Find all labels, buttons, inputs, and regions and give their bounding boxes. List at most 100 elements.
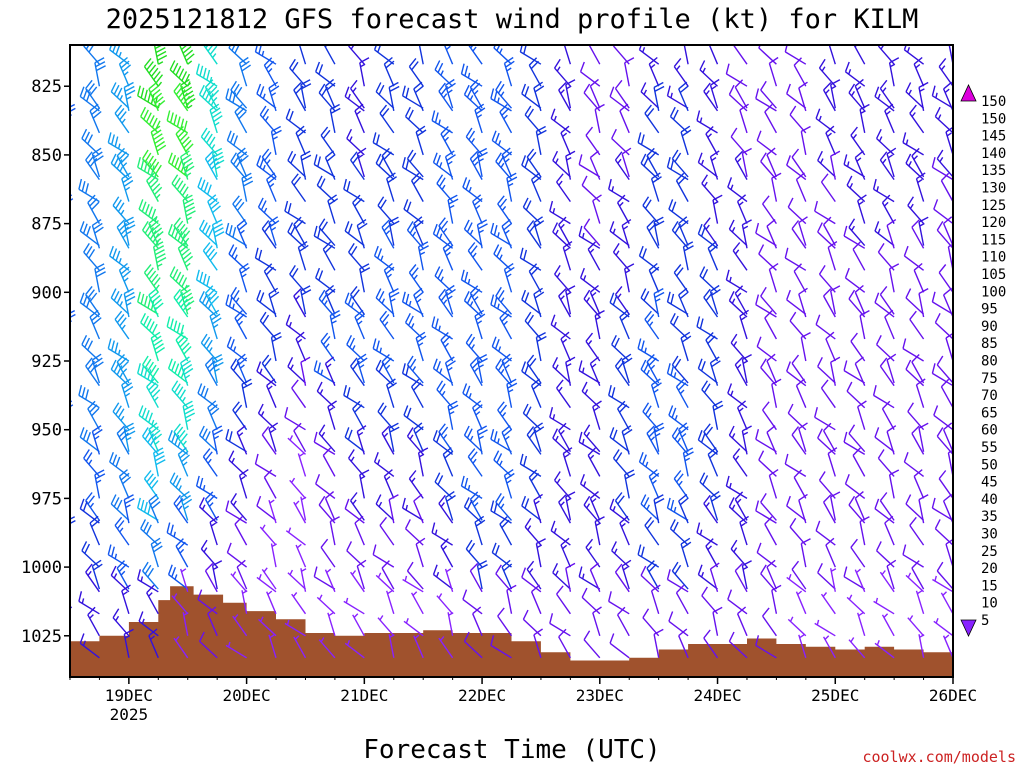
- barb-feather: [683, 241, 694, 248]
- barb-half-feather: [818, 115, 822, 122]
- barb-half-feather: [440, 70, 444, 76]
- wind-barb: [579, 473, 601, 499]
- wind-barb: [327, 400, 337, 430]
- barb-shaft: [879, 365, 895, 387]
- wind-barb: [798, 216, 808, 246]
- barb-feather: [477, 429, 488, 436]
- barb-half-feather: [82, 640, 86, 646]
- wind-barb: [118, 469, 132, 499]
- barb-feather: [79, 427, 85, 438]
- barb-feather: [905, 82, 912, 93]
- barb-half-feather: [478, 229, 484, 234]
- wind-barb: [463, 497, 483, 524]
- barb-feather: [178, 223, 186, 233]
- barb-feather: [287, 222, 294, 233]
- barb-feather: [853, 36, 860, 43]
- barb-feather: [648, 151, 657, 160]
- barb-feather: [119, 111, 127, 121]
- y-tick-label: 825: [31, 77, 62, 97]
- barb-feather: [144, 224, 152, 234]
- wind-barb: [565, 150, 576, 180]
- barb-feather: [137, 291, 141, 303]
- barb-feather: [504, 56, 514, 64]
- barb-feather: [556, 379, 564, 389]
- barb-half-feather: [289, 435, 294, 441]
- barb-feather: [413, 176, 422, 185]
- barb-feather: [497, 496, 505, 506]
- barb-feather: [825, 125, 835, 134]
- wind-barb: [258, 616, 277, 637]
- wind-barb: [79, 221, 100, 247]
- barb-shaft: [118, 476, 130, 499]
- barb-shaft: [236, 154, 248, 178]
- wind-barb: [653, 287, 665, 318]
- barb-feather: [650, 266, 660, 275]
- barb-feather: [666, 85, 671, 96]
- barb-feather: [118, 151, 128, 160]
- barb-feather: [327, 194, 337, 202]
- barb-feather: [771, 172, 782, 179]
- barb-feather: [300, 285, 311, 292]
- wind-barb: [874, 292, 895, 318]
- barb-feather: [94, 361, 104, 369]
- barb-feather: [642, 454, 647, 465]
- barb-feather: [497, 290, 505, 300]
- barb-shaft: [798, 87, 807, 112]
- barb-feather: [913, 469, 923, 477]
- wind-barb: [266, 378, 277, 408]
- barb-half-feather: [582, 232, 585, 239]
- barb-feather: [467, 448, 476, 458]
- wind-barb: [173, 423, 189, 453]
- barb-shaft: [820, 181, 836, 203]
- barb-feather: [905, 494, 912, 505]
- y-tick-label: 925: [31, 352, 62, 372]
- barb-feather: [319, 178, 326, 189]
- barb-half-feather: [357, 320, 363, 325]
- barb-half-feather: [179, 548, 185, 554]
- barb-half-feather: [269, 634, 275, 639]
- barb-shaft: [578, 163, 601, 178]
- barb-shaft: [289, 479, 307, 499]
- wind-barb: [528, 263, 542, 293]
- barb-feather: [560, 537, 570, 546]
- barb-half-feather: [64, 90, 68, 93]
- barb-feather: [59, 543, 66, 551]
- barb-feather: [589, 491, 599, 499]
- barb-feather: [381, 313, 390, 324]
- barb-half-feather: [477, 320, 483, 325]
- x-tick-label: 25DEC: [811, 686, 859, 705]
- barb-feather: [526, 354, 535, 364]
- barb-shaft: [800, 131, 807, 156]
- wind-barb: [843, 360, 866, 384]
- barb-shaft: [438, 637, 454, 659]
- wind-barb: [211, 353, 224, 384]
- wind-barb: [346, 128, 365, 156]
- barb-feather: [352, 360, 360, 370]
- barb-feather: [843, 566, 848, 577]
- barb-feather: [356, 313, 366, 322]
- barb-shaft: [344, 508, 365, 524]
- barb-feather: [401, 497, 406, 509]
- barb-feather: [469, 79, 479, 88]
- barb-shaft: [379, 524, 395, 546]
- barb-shaft: [697, 161, 718, 178]
- barb-half-feather: [846, 161, 850, 167]
- barb-feather: [558, 494, 567, 503]
- barb-feather: [854, 356, 864, 365]
- barb-feather: [728, 219, 735, 230]
- barb-half-feather: [650, 63, 656, 69]
- colorbar-label: 5: [981, 613, 989, 629]
- barb-shaft: [356, 431, 365, 455]
- barb-shaft: [680, 131, 689, 156]
- barb-feather: [886, 353, 897, 361]
- barb-feather: [653, 494, 664, 501]
- wind-barb: [180, 491, 193, 521]
- wind-barb: [791, 426, 807, 455]
- barb-shaft: [315, 483, 336, 499]
- barb-shaft: [472, 407, 483, 430]
- barb-shaft: [329, 315, 336, 340]
- barb-feather: [674, 152, 682, 163]
- wind-barb: [884, 103, 895, 134]
- wind-barb: [432, 564, 454, 590]
- barb-feather: [112, 45, 117, 53]
